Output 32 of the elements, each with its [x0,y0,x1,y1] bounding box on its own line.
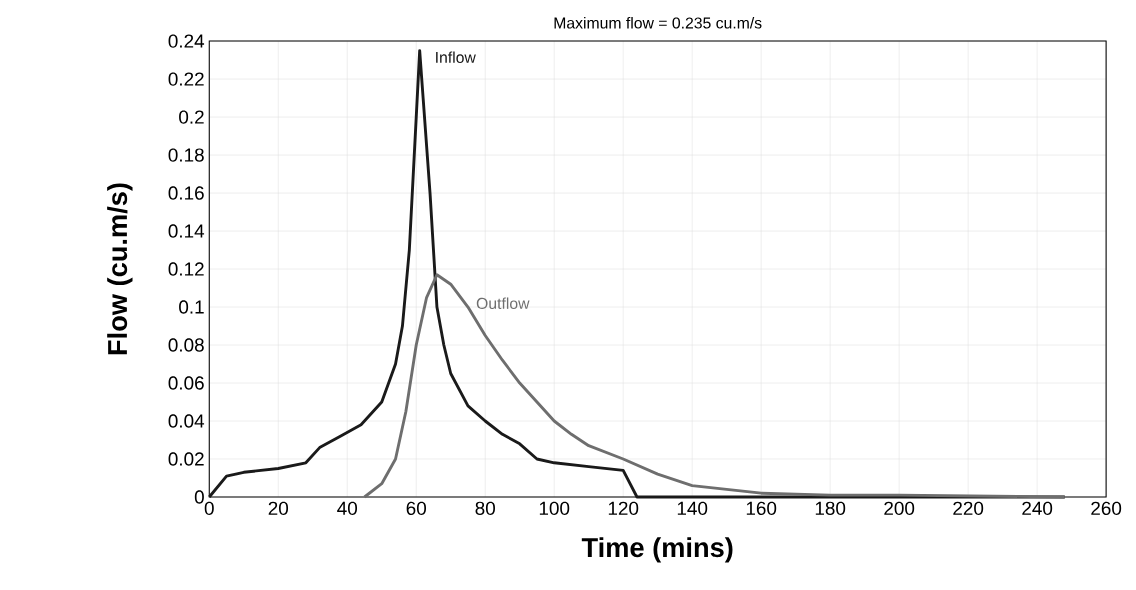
x-tick-label: 100 [539,501,570,515]
x-tick-label: 80 [475,501,495,515]
y-tick-label: 0.12 [168,262,204,276]
x-tick-label: 60 [406,501,427,515]
y-tick-label: 0.16 [168,186,204,200]
x-tick-label: 240 [1022,501,1053,515]
series-label: Inflow [436,51,476,63]
x-tick-label: 120 [608,501,639,515]
chart-title: Maximum flow = 0.235 cu.m/s [554,16,762,29]
x-axis-title: Time (mins) [581,536,733,563]
x-tick-label: 260 [1091,501,1122,515]
y-tick-label: 0 [194,490,204,504]
series-label: Outflow [476,297,530,309]
y-tick-label: 0.06 [168,376,204,390]
y-tick-label: 0.2 [179,110,204,124]
x-tick-label: 0 [204,501,214,515]
y-tick-label: 0.04 [168,414,205,428]
y-tick-label: 0.14 [168,224,205,238]
x-tick-label: 20 [268,501,289,515]
x-tick-label: 180 [815,501,846,515]
x-tick-label: 140 [677,501,708,515]
x-tick-label: 200 [884,501,915,515]
y-axis-title: Flow (cu.m/s) [107,183,133,355]
y-tick-label: 0.22 [168,72,204,86]
y-tick-label: 0.18 [168,148,204,162]
y-tick-label: 0.24 [168,34,205,48]
y-tick-label: 0.08 [168,338,204,352]
x-tick-label: 160 [746,501,777,515]
y-tick-label: 0.1 [179,300,204,314]
x-tick-label: 220 [953,501,984,515]
y-tick-label: 0.02 [168,452,204,466]
x-tick-label: 40 [337,501,358,515]
